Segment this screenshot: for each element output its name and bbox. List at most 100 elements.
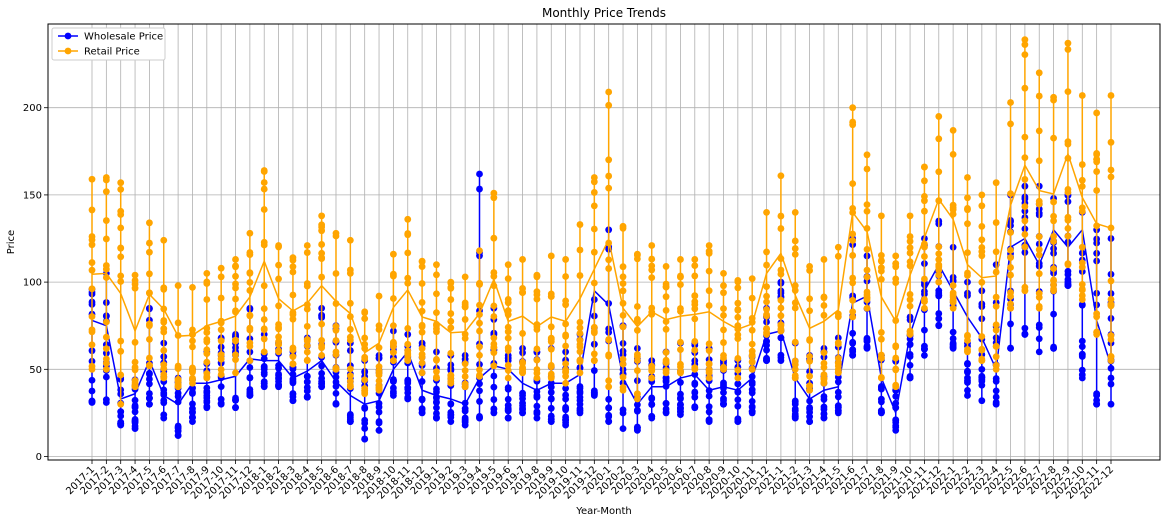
data-point [1050,276,1057,284]
data-point [260,185,268,193]
data-point [777,296,785,304]
data-point [791,245,799,252]
data-point [547,345,555,353]
data-point [935,256,943,264]
data-point [447,324,455,332]
data-point [131,277,139,284]
data-point [791,357,799,365]
data-point [820,349,828,357]
data-point [705,287,713,295]
data-point [1064,140,1072,148]
data-point [1035,69,1043,77]
data-point [490,349,498,356]
data-point [389,388,397,395]
data-point [605,351,613,359]
data-point [992,393,1000,401]
data-point [935,168,943,176]
data-point [691,346,699,354]
data-point [447,400,455,408]
data-point [820,294,828,302]
data-point [892,393,900,400]
data-point [1007,264,1014,271]
data-point [978,278,986,286]
data-point [88,397,96,405]
data-point [533,366,541,373]
data-point [863,343,871,351]
data-point [418,395,426,403]
data-point [375,292,383,300]
data-point [633,326,641,334]
data-point [318,241,326,248]
data-point [102,345,110,353]
data-point [662,408,670,416]
data-point [576,356,584,364]
data-point [476,414,483,421]
data-point [1064,88,1072,96]
data-point [1007,120,1014,128]
data-point [877,384,885,392]
data-point [720,289,727,297]
data-point [1021,203,1029,210]
data-point [131,396,139,404]
data-point [705,242,713,249]
legend-marker [64,32,72,40]
data-point [691,305,699,313]
data-point [935,310,943,317]
data-point [418,369,426,377]
data-point [791,397,799,405]
data-point [791,282,799,290]
data-point [1050,93,1057,101]
data-point [705,416,713,424]
data-point [102,365,110,373]
data-point [461,316,469,323]
data-point [275,275,282,283]
data-point [791,237,799,245]
axes-frame [47,23,1161,461]
x-axis-ticks: 2017-12017-22017-32017-42017-52017-62017… [64,460,1116,502]
data-point [131,366,139,374]
data-point [734,335,742,342]
data-point [1021,243,1029,251]
data-point [160,285,168,293]
data-point [88,326,96,334]
data-point [576,407,584,415]
data-point [791,304,799,312]
data-point [964,272,971,279]
data-point [375,403,383,411]
data-point [720,339,727,346]
data-point [605,156,613,164]
data-point [1093,396,1101,404]
legend-label: Wholesale Price [84,32,163,43]
data-point [978,333,986,340]
data-point [361,334,369,342]
data-point [935,321,943,329]
data-point [777,312,785,320]
data-point [361,315,369,323]
data-point [318,212,326,220]
data-point [605,395,613,403]
data-point [576,324,584,332]
data-point [892,366,900,374]
data-point [562,256,570,263]
data-point [734,322,742,330]
data-point [992,179,1000,187]
data-point [964,347,971,355]
data-point [404,377,412,385]
data-point [1078,280,1086,288]
data-point [519,289,526,297]
data-point [791,338,799,346]
data-point [921,197,928,205]
data-point [1007,254,1014,261]
data-point [992,342,1000,350]
data-point [275,302,282,310]
data-point [748,365,756,373]
data-point [117,224,125,232]
data-point [404,340,412,348]
data-point [117,420,125,428]
data-point [849,308,857,316]
data-point [88,206,96,214]
data-point [303,305,311,313]
data-point [949,150,957,158]
data-point [720,400,727,408]
data-point [519,389,526,397]
